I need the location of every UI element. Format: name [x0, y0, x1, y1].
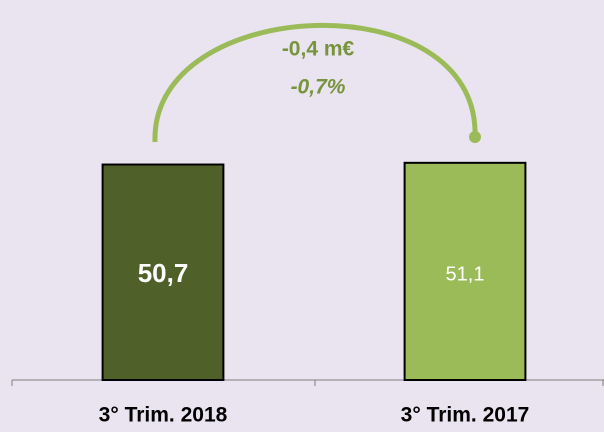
arc-end-dot [469, 131, 481, 143]
bar [101, 163, 225, 381]
x-tick-label: 3° Trim. 2018 [99, 404, 228, 427]
value-label: 51,1 [446, 263, 485, 285]
bar [403, 161, 527, 381]
annotation-change: -0,4 m€ [282, 38, 355, 61]
x-tick-label: 3° Trim. 2017 [401, 404, 530, 427]
value-label: 50,7 [138, 258, 189, 288]
change-arc [152, 23, 478, 143]
annotation-percent: -0,7% [291, 76, 346, 99]
